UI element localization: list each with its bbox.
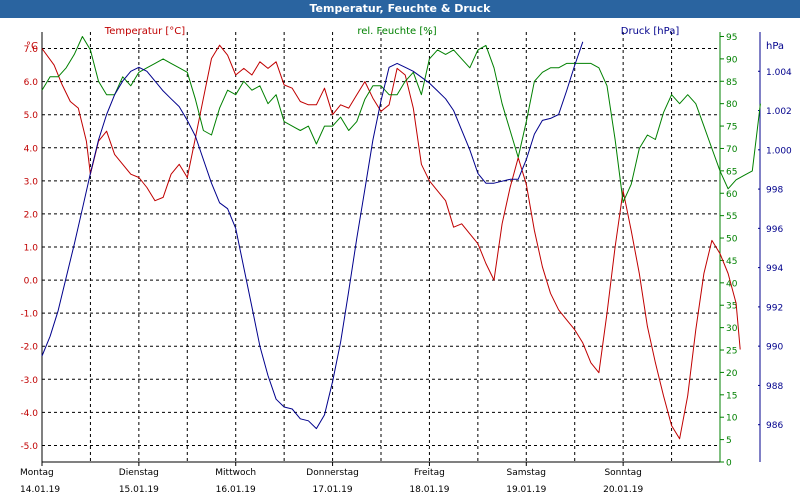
pressure-tick-label: 1.002 <box>766 107 792 117</box>
x-tick-date: 14.01.19 <box>20 485 60 495</box>
x-tick-day: Mittwoch <box>215 468 256 478</box>
humidity-tick-label: 55 <box>726 212 737 222</box>
x-tick-day: Freitag <box>414 468 445 478</box>
series <box>41 36 761 440</box>
pressure-tick-label: 990 <box>766 343 783 353</box>
temperature-tick-label: -5.0 <box>20 442 38 452</box>
pressure-tick-label: 994 <box>766 264 783 274</box>
humidity-tick-label: 85 <box>726 78 737 88</box>
x-tick-day: Sonntag <box>604 468 641 478</box>
humidity-tick-label: 15 <box>726 391 737 401</box>
humidity-tick-label: 95 <box>726 33 737 43</box>
temperature-tick-label: 7.0 <box>24 45 39 55</box>
humidity-tick-label: 25 <box>726 347 737 357</box>
x-tick-day: Montag <box>20 468 54 478</box>
humidity-tick-label: 0 <box>726 459 732 469</box>
x-tick-date: 17.01.19 <box>313 485 353 495</box>
series-line-pressure <box>41 41 584 430</box>
x-tick-day: Donnerstag <box>306 468 359 478</box>
chart-svg: Temperatur [°C] rel. Feuchte [%] Druck [… <box>20 26 792 495</box>
pressure-tick-label: 998 <box>766 186 783 196</box>
series-line-temperature <box>41 44 741 440</box>
humidity-tick-label: 40 <box>726 279 738 289</box>
x-tick-date: 18.01.19 <box>409 485 449 495</box>
window-title: Temperatur, Feuchte & Druck <box>0 0 800 18</box>
pressure-tick-label: 988 <box>766 382 783 392</box>
humidity-tick-label: 60 <box>726 190 738 200</box>
humidity-tick-label: 80 <box>726 100 738 110</box>
temperature-tick-label: -4.0 <box>20 409 38 419</box>
grid <box>42 32 720 462</box>
humidity-tick-label: 5 <box>726 436 732 446</box>
temperature-tick-label: 0.0 <box>24 277 39 287</box>
pressure-tick-label: 992 <box>766 303 783 313</box>
pressure-unit: hPa <box>766 41 784 52</box>
temperature-tick-label: 4.0 <box>24 144 39 154</box>
temperature-tick-label: 3.0 <box>24 177 39 187</box>
x-tick-day: Dienstag <box>119 468 159 478</box>
series-line-humidity <box>41 36 761 203</box>
humidity-tick-label: 70 <box>726 145 738 155</box>
temperature-unit: °C <box>26 41 38 52</box>
x-tick-date: 15.01.19 <box>119 485 159 495</box>
humidity-axis-label: rel. Feuchte [%] <box>357 26 436 37</box>
temperature-tick-label: 2.0 <box>24 210 39 220</box>
humidity-tick-label: 10 <box>726 414 738 424</box>
x-tick-date: 19.01.19 <box>506 485 546 495</box>
humidity-tick-label: 65 <box>726 167 737 177</box>
humidity-tick-label: 90 <box>726 55 738 65</box>
pressure-tick-label: 1.004 <box>766 68 792 78</box>
temperature-axis-label: Temperatur [°C] <box>104 26 185 37</box>
temperature-tick-label: 5.0 <box>24 111 39 121</box>
pressure-tick-label: 986 <box>766 421 783 431</box>
temperature-tick-label: 6.0 <box>24 78 39 88</box>
humidity-tick-label: 50 <box>726 235 738 245</box>
axis-ticks: 7.0 6.0 5.0 4.0 3.0 2.0 1.0 0.0 -1.0 -2.0 -3.0 -4.0… <box>20 33 792 495</box>
humidity-tick-label: 30 <box>726 324 738 334</box>
x-tick-date: 16.01.19 <box>216 485 256 495</box>
pressure-tick-label: 996 <box>766 225 783 235</box>
pressure-tick-label: 1.000 <box>766 146 792 156</box>
x-tick-day: Samstag <box>507 468 546 478</box>
temperature-tick-label: -1.0 <box>20 310 38 320</box>
humidity-tick-label: 75 <box>726 123 737 133</box>
temperature-tick-label: -3.0 <box>20 376 38 386</box>
humidity-tick-label: 45 <box>726 257 737 267</box>
x-tick-date: 20.01.19 <box>603 485 643 495</box>
temperature-tick-label: -2.0 <box>20 343 38 353</box>
pressure-axis-label: Druck [hPa] <box>621 26 680 37</box>
humidity-tick-label: 35 <box>726 302 737 312</box>
temperature-tick-label: 1.0 <box>24 244 39 254</box>
humidity-tick-label: 20 <box>726 369 738 379</box>
